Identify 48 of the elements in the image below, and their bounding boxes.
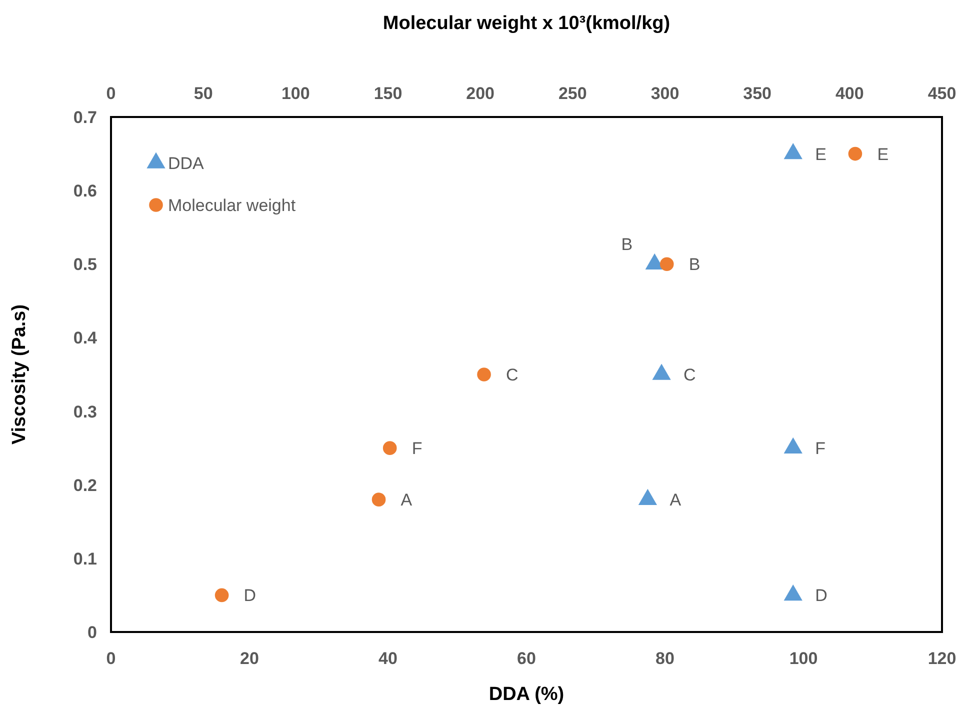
data-label: E <box>815 144 826 164</box>
y-axis-title: Viscosity (Pa.s) <box>9 304 30 445</box>
x2-tick-label: 200 <box>466 84 495 103</box>
point <box>638 488 657 505</box>
data-label: B <box>621 235 633 254</box>
x2-tick-label: 0 <box>106 84 116 103</box>
x-tick-label: 20 <box>240 649 259 668</box>
x-tick-label: 80 <box>656 649 674 668</box>
y-tick-label: 0.3 <box>73 402 97 422</box>
point <box>784 437 802 454</box>
point <box>645 253 664 270</box>
x-tick-label: 0 <box>106 649 116 668</box>
y-tick-label: 0.7 <box>73 108 97 127</box>
data-label: C <box>506 366 518 384</box>
y-tick-label: 0.2 <box>73 476 97 495</box>
y-tick-label: 0.5 <box>73 255 97 274</box>
data-label: E <box>877 144 889 164</box>
y-tick-label: 0 <box>88 623 97 642</box>
x2-tick-label: 100 <box>281 84 310 103</box>
point <box>784 584 802 601</box>
x-tick-label: 40 <box>378 649 398 668</box>
legend-label: Molecular weight <box>168 196 296 215</box>
data-label: F <box>815 439 826 458</box>
x-tick-label: 120 <box>928 649 956 668</box>
data-label: A <box>670 490 682 510</box>
point <box>652 364 671 380</box>
y-tick-label: 0.6 <box>73 182 97 201</box>
y-tick-label: 0.4 <box>73 328 98 348</box>
x2-axis-title: Molecular weight x 10³(kmol/kg) <box>382 13 670 34</box>
x2-tick-label: 350 <box>743 84 772 103</box>
x2-tick-label: 250 <box>558 84 587 103</box>
legend-label: DDA <box>168 154 205 173</box>
x-tick-label: 100 <box>789 649 818 668</box>
data-label: D <box>815 586 828 606</box>
x-axis-title: DDA (%) <box>488 684 564 705</box>
y-tick-label: 0.1 <box>73 549 97 568</box>
data-label: C <box>684 366 696 384</box>
data-label: B <box>688 255 700 274</box>
x-tick-label: 60 <box>517 649 536 668</box>
x2-tick-label: 400 <box>835 84 864 103</box>
data-label: D <box>244 586 256 606</box>
x2-tick-label: 50 <box>194 84 213 103</box>
point <box>784 143 802 160</box>
data-label: A <box>400 490 413 510</box>
x2-tick-label: 300 <box>650 84 680 103</box>
x2-tick-label: 450 <box>928 84 956 103</box>
x2-tick-label: 150 <box>374 84 402 103</box>
data-label: F <box>412 439 422 458</box>
